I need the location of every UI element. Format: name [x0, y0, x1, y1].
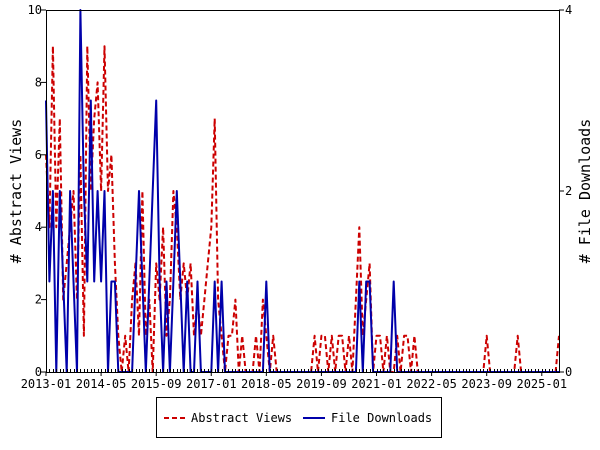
y-right-tick-label: 0	[565, 365, 572, 379]
x-tick-label: 2018-05	[241, 377, 292, 391]
x-tick-label: 2022-05	[406, 377, 457, 391]
y-left-tick-label: 8	[35, 75, 42, 89]
x-tick-label: 2019-09	[296, 377, 347, 391]
x-tick-label: 2025-01	[516, 377, 567, 391]
x-tick-label: 2013-01	[21, 377, 72, 391]
axes: 2013-01 2014-05 2015-09 2017-01 2018-05 2019-…	[21, 3, 573, 391]
y-left-tick-label: 2	[35, 293, 42, 307]
x-tick-label: 2015-09	[131, 377, 182, 391]
y-left-tick-label: 6	[35, 148, 42, 162]
y-right-tick-label: 4	[565, 3, 572, 17]
x-tick-label: 2014-05	[76, 377, 127, 391]
x-tick-label: 2017-01	[186, 377, 237, 391]
x-tick-label: 2021-01	[351, 377, 402, 391]
y-axis-left-title: # Abstract Views	[7, 119, 25, 264]
y-left-tick-label: 10	[28, 3, 42, 17]
legend: Abstract Views File Downloads	[156, 397, 442, 438]
legend-label-abstract-views: Abstract Views	[191, 411, 292, 425]
y-left-tick-label: 0	[35, 365, 42, 379]
legend-box	[156, 397, 442, 438]
legend-label-file-downloads: File Downloads	[331, 411, 432, 425]
y-axis-right-title: # File Downloads	[576, 119, 594, 264]
x-tick-label: 2023-09	[461, 377, 512, 391]
y-right-tick-label: 2	[565, 184, 572, 198]
y-left-tick-label: 4	[35, 220, 42, 234]
